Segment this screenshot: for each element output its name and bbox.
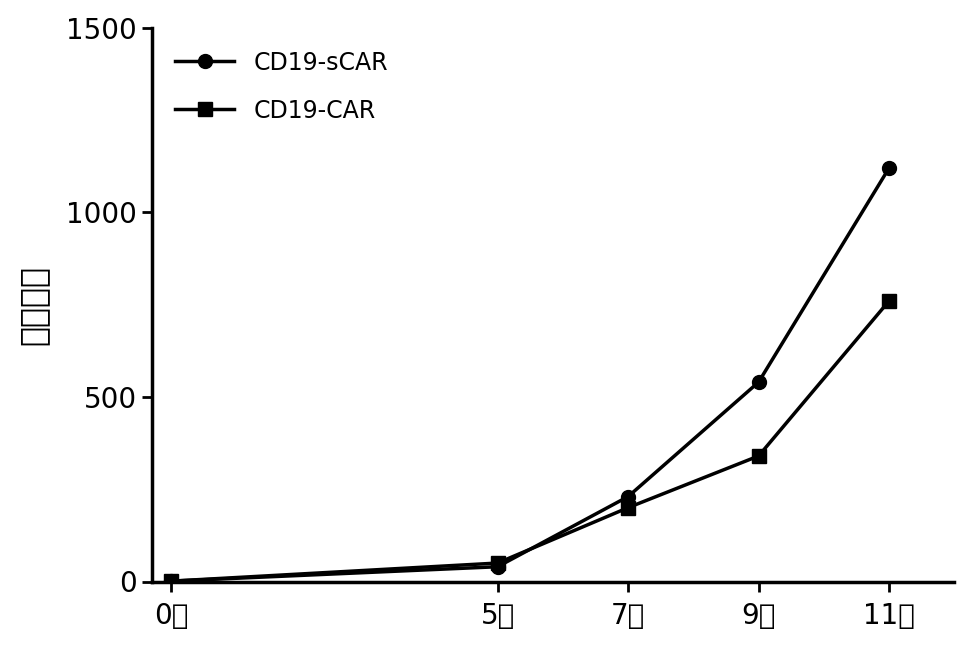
CD19-sCAR — [884, 164, 895, 172]
CD19-CAR — [884, 297, 895, 305]
CD19-sCAR — [753, 378, 764, 386]
CD19-CAR — [753, 452, 764, 460]
CD19-sCAR — [622, 493, 634, 501]
CD19-CAR — [491, 559, 503, 567]
Line: CD19-CAR: CD19-CAR — [164, 294, 896, 588]
Legend: CD19-sCAR, CD19-CAR: CD19-sCAR, CD19-CAR — [163, 39, 400, 135]
Y-axis label: 相对倍数: 相对倍数 — [17, 265, 50, 345]
CD19-sCAR — [491, 563, 503, 571]
CD19-CAR — [622, 504, 634, 512]
CD19-sCAR — [165, 577, 177, 585]
CD19-CAR — [165, 577, 177, 585]
Line: CD19-sCAR: CD19-sCAR — [164, 161, 896, 588]
